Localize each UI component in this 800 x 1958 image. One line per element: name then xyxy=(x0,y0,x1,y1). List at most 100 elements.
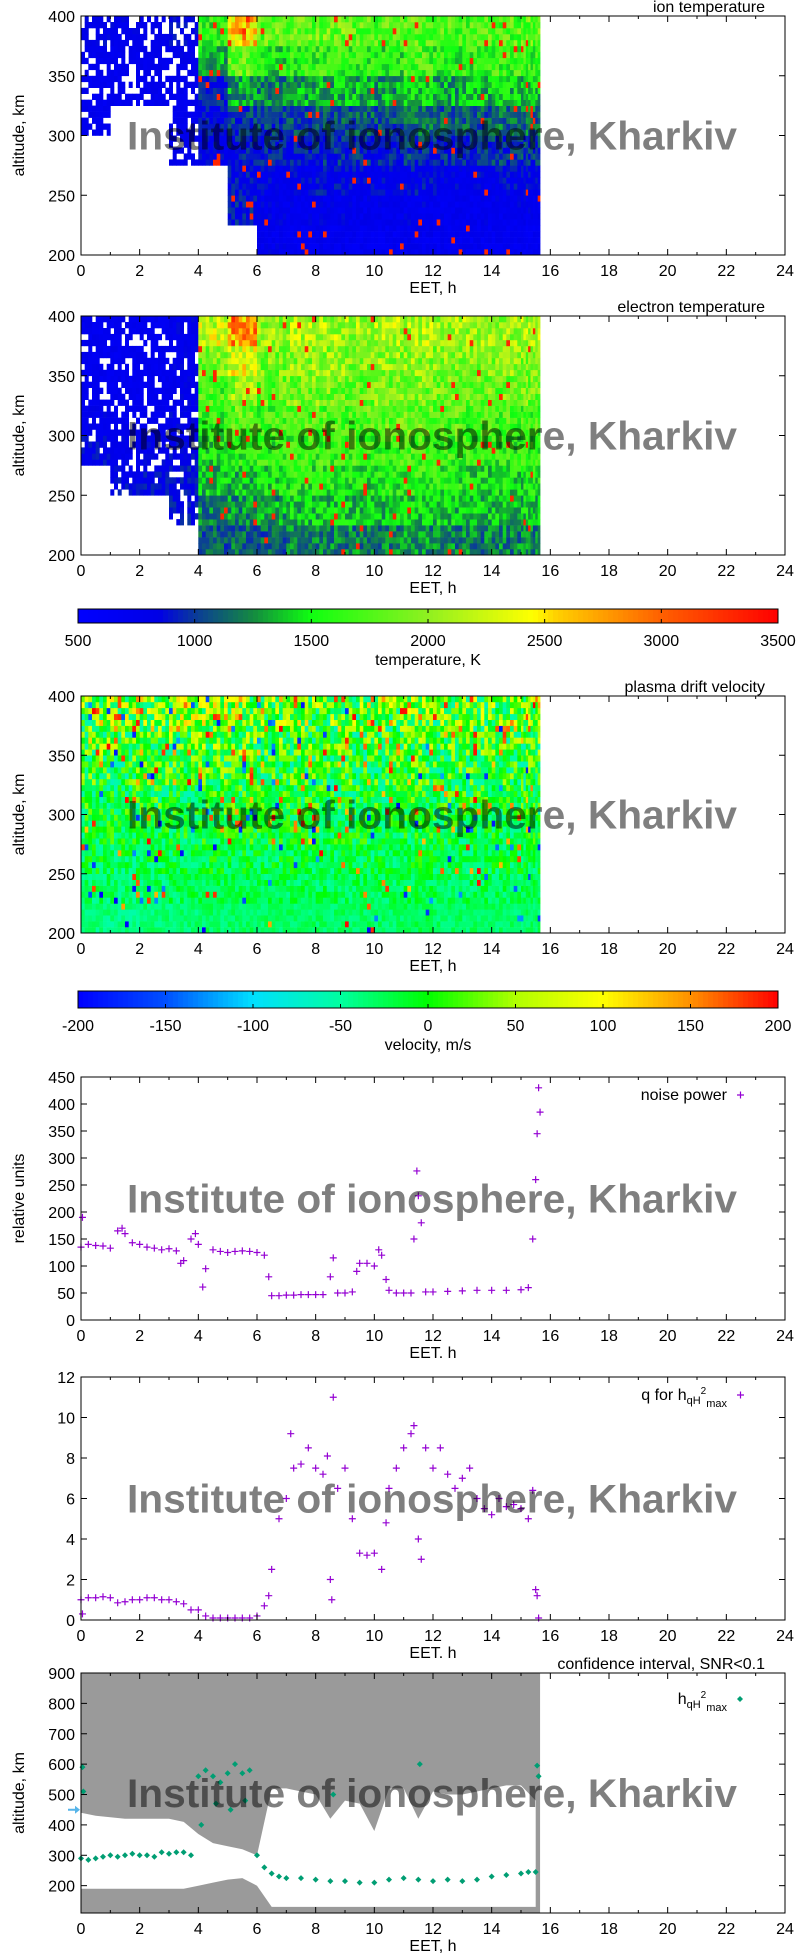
heatmap-cell xyxy=(367,153,371,160)
heatmap-cell xyxy=(114,69,118,77)
heatmap-cell xyxy=(132,387,137,394)
heatmap-cell xyxy=(260,147,265,154)
heatmap-cell xyxy=(411,28,415,35)
heatmap-cell xyxy=(249,28,254,35)
heatmap-cell xyxy=(337,195,342,202)
heatmap-cell xyxy=(205,63,210,71)
heatmap-cell xyxy=(279,159,283,166)
heatmap-cell xyxy=(433,171,437,178)
heatmap-cell xyxy=(246,129,250,136)
heatmap-cell xyxy=(523,237,527,244)
heatmap-cell xyxy=(81,429,85,436)
heatmap-cell xyxy=(378,195,382,202)
heatmap-cell xyxy=(447,105,452,112)
heatmap-cell xyxy=(535,237,538,244)
heatmap-cell xyxy=(433,249,437,256)
heatmap-cell xyxy=(110,417,115,424)
heatmap-cell xyxy=(150,93,155,100)
heatmap-cell xyxy=(477,63,481,71)
heatmap-cell xyxy=(110,33,115,41)
heatmap-cell xyxy=(304,165,309,172)
heatmap-cell xyxy=(279,51,283,59)
heatmap-cell xyxy=(114,369,118,377)
heatmap-cell xyxy=(246,159,250,166)
heatmap-cell xyxy=(334,75,338,83)
heatmap-cell xyxy=(136,99,140,106)
heatmap-cell xyxy=(506,207,511,214)
heatmap-cell xyxy=(477,165,481,172)
heatmap-cell xyxy=(319,249,324,256)
heatmap-cell xyxy=(528,93,531,100)
heatmap-cell xyxy=(216,129,221,136)
heatmap-cell xyxy=(425,249,430,256)
heatmap-cell xyxy=(447,249,452,256)
heatmap-cell xyxy=(257,87,261,94)
heatmap-cell xyxy=(370,99,375,106)
heatmap-cell xyxy=(312,63,316,71)
heatmap-cell xyxy=(110,489,115,496)
heatmap-cell xyxy=(319,16,324,23)
heatmap-cell xyxy=(147,63,151,71)
heatmap-cell xyxy=(334,243,338,250)
heatmap-cell xyxy=(425,201,430,208)
heatmap-cell xyxy=(502,201,507,208)
heatmap-cell xyxy=(352,213,357,220)
heatmap-cell xyxy=(110,22,115,29)
heatmap-cell xyxy=(440,93,445,100)
heatmap-cell xyxy=(114,405,118,412)
heatmap-cell xyxy=(341,28,346,35)
heatmap-cell xyxy=(213,99,217,106)
heatmap-cell xyxy=(187,39,192,47)
heatmap-cell xyxy=(99,453,104,460)
heatmap-cell xyxy=(227,141,232,148)
heatmap-cell xyxy=(260,237,265,244)
heatmap-cell xyxy=(458,171,463,178)
heatmap-cell xyxy=(510,207,514,214)
heatmap-cell xyxy=(348,195,353,202)
heatmap-cell xyxy=(231,63,236,71)
heatmap-cell xyxy=(440,28,445,35)
heatmap-cell xyxy=(172,477,177,484)
heatmap-cell xyxy=(326,249,331,256)
heatmap-cell xyxy=(253,201,258,208)
heatmap-cell xyxy=(425,99,430,106)
heatmap-cell xyxy=(462,105,467,112)
heatmap-cell xyxy=(231,153,236,160)
heatmap-cell xyxy=(433,93,437,100)
heatmap-cell xyxy=(352,39,357,47)
heatmap-cell xyxy=(246,16,250,23)
heatmap-cell xyxy=(275,195,280,202)
heatmap-cell xyxy=(473,213,478,220)
heatmap-cell xyxy=(88,63,93,71)
heatmap-cell xyxy=(84,339,89,347)
heatmap-cell xyxy=(286,93,291,100)
heatmap-cell xyxy=(114,429,118,436)
heatmap-cell xyxy=(198,129,203,136)
heatmap-cell xyxy=(480,237,485,244)
heatmap-cell xyxy=(125,471,129,478)
heatmap-cell xyxy=(455,105,459,112)
heatmap-cell xyxy=(202,111,206,118)
heatmap-cell xyxy=(506,219,511,226)
heatmap-cell xyxy=(433,22,437,29)
heatmap-cell xyxy=(403,195,408,202)
heatmap-cell xyxy=(180,393,184,400)
heatmap-cell xyxy=(84,375,89,383)
heatmap-cell xyxy=(422,177,426,184)
heatmap-cell xyxy=(480,28,485,35)
heatmap-cell xyxy=(99,322,104,329)
heatmap-cell xyxy=(532,22,536,29)
heatmap-cell xyxy=(356,147,360,154)
heatmap-cell xyxy=(348,81,353,88)
heatmap-cell xyxy=(205,75,210,83)
heatmap-cell xyxy=(528,159,531,166)
y-tick-label: 200 xyxy=(48,248,75,265)
heatmap-cell xyxy=(499,63,503,71)
heatmap-cell xyxy=(502,159,507,166)
heatmap-cell xyxy=(348,93,353,100)
heatmap-cell xyxy=(374,22,379,29)
heatmap-cell xyxy=(238,201,243,208)
heatmap-cell xyxy=(425,93,430,100)
heatmap-cell xyxy=(128,322,133,329)
heatmap-cell xyxy=(99,105,104,112)
